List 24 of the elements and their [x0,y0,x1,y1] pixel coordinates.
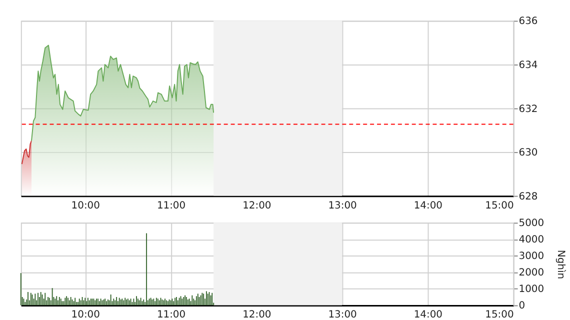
x-tick-label: 10:00 [71,200,100,212]
x-tick-label: 14:00 [414,310,442,320]
x-tick-label: 13:00 [328,310,357,320]
x-tick-label: 15:00 [485,200,514,212]
y-tick-label: 632 [518,104,538,115]
y-tick-label: 628 [518,191,538,202]
x-tick-label: 13:00 [328,200,357,212]
x-tick-label: 15:00 [485,310,514,320]
x-tick-label: 11:00 [156,200,186,212]
x-tick-label: 12:00 [242,200,272,212]
x-tick-label: 14:00 [414,200,442,212]
x-tick-label: 10:00 [71,310,100,320]
y-tick-label: 5000 [518,218,544,230]
y-tick-label: 0 [518,300,526,312]
x-tick-label: 11:00 [156,310,186,320]
y-tick-label: 630 [518,148,538,159]
x-tick-label: 12:00 [242,310,272,320]
y-tick-label: 3000 [518,251,544,262]
y-tick-label: 2000 [518,268,544,279]
y-axis-title: Nghìn [555,250,566,280]
y-tick-label: 4000 [518,234,544,246]
y-tick-label: 1000 [518,284,544,296]
y-tick-label: 634 [518,60,538,71]
y-tick-label: 636 [518,16,538,28]
